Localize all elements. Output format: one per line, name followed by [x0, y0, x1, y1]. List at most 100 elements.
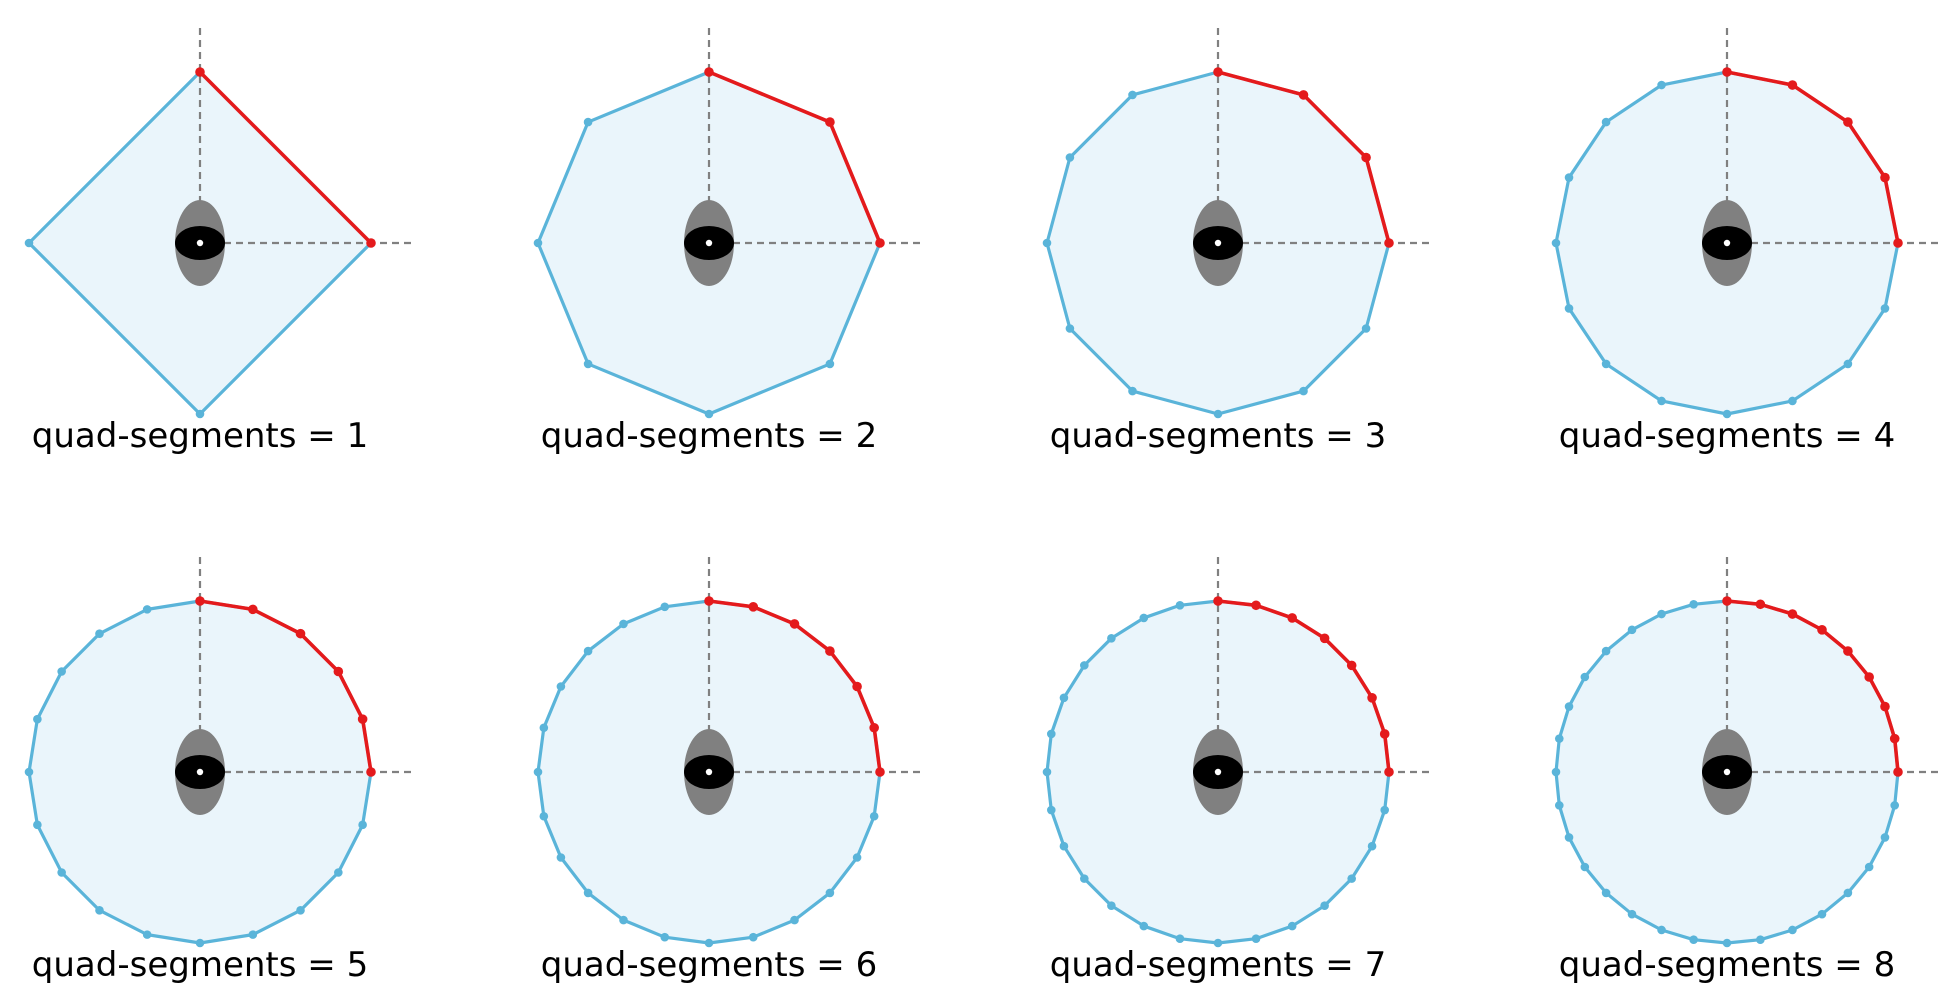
- polygon-vertex: [1128, 90, 1137, 100]
- highlighted-vertex: [1367, 693, 1377, 703]
- center-point: [1214, 239, 1222, 247]
- polygon-vertex: [1080, 874, 1089, 883]
- polygon-vertex: [142, 930, 152, 939]
- polygon-vertex: [1627, 909, 1637, 919]
- polygon-vertex: [296, 906, 305, 915]
- polygon-vertex: [1657, 609, 1666, 619]
- highlighted-vertex: [1213, 67, 1223, 77]
- highlighted-vertex: [1843, 646, 1853, 656]
- polygon-vertex: [33, 820, 42, 830]
- polygon-vertex: [1843, 359, 1853, 369]
- highlighted-vertex: [1379, 729, 1390, 739]
- polygon-vertex: [1601, 359, 1611, 369]
- polygon-vertex: [1580, 672, 1590, 682]
- highlighted-vertex: [248, 604, 258, 615]
- polygon-vertex: [57, 667, 66, 676]
- highlighted-vertex: [333, 666, 344, 677]
- polygon-vertex: [825, 359, 835, 369]
- polygon-vertex: [1107, 634, 1116, 643]
- polygon-vertex: [248, 930, 258, 939]
- polygon-vertex: [1756, 935, 1765, 945]
- polygon-vertex: [358, 820, 367, 830]
- highlighted-vertex: [1287, 613, 1297, 623]
- highlighted-quadrant-segments: [198, 70, 373, 245]
- polygon-vertex: [1046, 805, 1056, 815]
- polygon-vertex: [1564, 833, 1574, 842]
- highlighted-vertex: [1298, 90, 1309, 100]
- polygon-vertex: [704, 409, 714, 419]
- highlighted-vertex: [875, 238, 885, 248]
- panel-label: quad-segments = 1: [32, 416, 368, 456]
- polygon-vertex: [1722, 409, 1732, 419]
- polygon-vertex: [1046, 729, 1056, 739]
- polygon-vertex: [1128, 386, 1137, 396]
- highlighted-quadrant-segments: [199, 599, 373, 773]
- polygon-vertex: [33, 714, 42, 724]
- polygon-vertex: [57, 868, 66, 877]
- polygon-vertex: [24, 767, 34, 777]
- polygon-vertex: [539, 723, 549, 733]
- center-point: [1214, 768, 1222, 776]
- polygon-vertex: [1299, 386, 1308, 396]
- highlighted-vertex: [195, 67, 205, 77]
- polygon-vertex: [1213, 938, 1223, 948]
- center-point: [196, 768, 204, 776]
- polygon-vertex: [1601, 117, 1611, 127]
- polygon-vertex: [533, 238, 543, 248]
- polygon-vertex: [1367, 841, 1377, 851]
- polygon-vertex: [1601, 646, 1611, 656]
- polygon-vertex: [195, 409, 205, 419]
- polygon-vertex: [1564, 702, 1574, 711]
- polygon-vertex: [1564, 173, 1574, 182]
- highlighted-vertex: [852, 681, 862, 692]
- polygon-vertex: [1080, 661, 1089, 670]
- polygon-vertex: [1551, 767, 1561, 777]
- polygon-vertex: [1788, 925, 1797, 935]
- polygon-vertex: [195, 938, 205, 948]
- polygon-vertex: [24, 238, 34, 248]
- highlighted-vertex: [1722, 596, 1732, 606]
- polygon-vertex: [1788, 396, 1797, 406]
- polygon-vertex: [1042, 238, 1052, 248]
- polygon-vertex: [660, 932, 670, 942]
- panel-label: quad-segments = 2: [541, 416, 877, 456]
- polygon-vertex: [1564, 304, 1574, 313]
- highlighted-vertex: [1843, 117, 1853, 127]
- polygon-vertex: [1843, 888, 1853, 898]
- highlighted-vertex: [366, 238, 376, 248]
- polygon-vertex: [556, 853, 566, 862]
- highlighted-vertex: [1251, 600, 1261, 611]
- panel-quad-segments-2: quad-segments = 2: [533, 28, 924, 456]
- panel-quad-segments-7: quad-segments = 7: [1042, 557, 1433, 985]
- highlighted-vertex: [1787, 80, 1798, 90]
- polygon-vertex: [1251, 934, 1261, 944]
- polygon-vertex: [1380, 805, 1390, 815]
- polygon-vertex: [825, 888, 835, 898]
- panel-label: quad-segments = 5: [32, 945, 368, 985]
- panel-quad-segments-5: quad-segments = 5: [24, 557, 415, 985]
- polygon-vertex: [704, 938, 714, 948]
- polygon-vertex: [1361, 324, 1371, 333]
- panel-quad-segments-8: quad-segments = 8: [1551, 557, 1942, 985]
- highlighted-vertex: [825, 646, 835, 656]
- highlighted-vertex: [704, 67, 714, 77]
- highlighted-vertex: [789, 619, 800, 629]
- polygon-vertex: [556, 682, 566, 691]
- highlighted-vertex: [1880, 172, 1890, 183]
- highlighted-vertex: [1346, 660, 1357, 671]
- polygon-vertex: [1890, 801, 1900, 810]
- panel-quad-segments-3: quad-segments = 3: [1042, 28, 1433, 456]
- center-point: [705, 768, 713, 776]
- highlighted-vertex: [704, 596, 714, 606]
- polygon-vertex: [1657, 80, 1666, 90]
- polygon-vertex: [1554, 801, 1564, 810]
- highlighted-vertex: [748, 602, 759, 612]
- polygon-vertex: [748, 932, 758, 942]
- polygon-vertex: [790, 915, 799, 925]
- highlighted-vertex: [1213, 596, 1223, 606]
- polygon-vertex: [1042, 767, 1052, 777]
- highlighted-vertex: [1755, 599, 1766, 610]
- polygon-vertex: [1059, 841, 1069, 851]
- polygon-vertex: [1817, 909, 1827, 919]
